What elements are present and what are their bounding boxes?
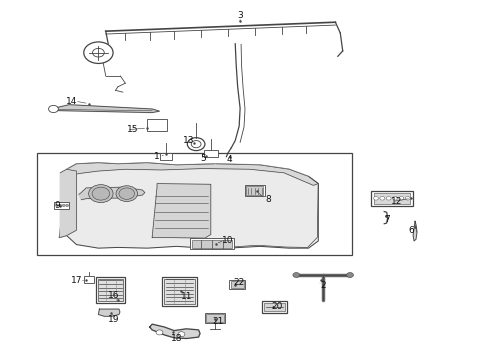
Text: 13: 13 [183,136,195,145]
Circle shape [55,204,58,207]
Bar [204,149,218,157]
Circle shape [92,187,110,200]
Circle shape [380,197,385,200]
Circle shape [49,105,58,113]
Bar [205,314,225,323]
Text: 1: 1 [154,152,160,161]
Circle shape [62,204,65,207]
Circle shape [89,185,113,203]
Text: 6: 6 [408,226,414,235]
Text: 20: 20 [271,302,282,311]
Text: 5: 5 [200,154,206,163]
Bar [37,153,352,255]
Text: 11: 11 [181,292,192,301]
Bar [96,277,125,303]
Bar [229,280,245,289]
Circle shape [346,273,353,278]
Text: 15: 15 [127,125,138,134]
Bar [84,276,94,283]
Circle shape [119,188,135,199]
Text: 17: 17 [71,276,82,285]
Bar [190,238,234,249]
Circle shape [116,186,138,202]
Polygon shape [150,324,200,338]
Polygon shape [59,163,319,249]
Polygon shape [67,163,318,185]
Polygon shape [152,184,211,238]
Circle shape [386,197,391,200]
Polygon shape [98,309,120,316]
Polygon shape [413,221,417,241]
Circle shape [66,204,69,207]
Polygon shape [60,169,76,237]
Text: 7: 7 [384,215,390,224]
Text: 16: 16 [108,291,120,300]
Circle shape [405,197,410,200]
Bar [54,202,69,210]
Circle shape [178,332,185,337]
Circle shape [59,204,62,207]
Circle shape [399,197,404,200]
Text: 9: 9 [54,201,60,210]
Polygon shape [215,164,309,178]
Bar [206,315,224,322]
Bar [262,301,287,313]
Circle shape [293,273,300,278]
Bar [245,185,265,196]
Text: 2: 2 [320,281,326,290]
Bar [371,191,413,206]
Bar [162,277,197,306]
Bar [264,303,285,311]
Bar [246,186,263,195]
Bar [98,279,123,301]
Circle shape [373,197,378,200]
Bar [147,119,167,131]
Text: 12: 12 [391,197,402,206]
Circle shape [392,197,397,200]
Bar [373,193,410,204]
Text: 18: 18 [171,334,182,343]
Text: 8: 8 [266,195,271,204]
Polygon shape [79,187,145,200]
Bar [192,240,232,248]
Circle shape [156,330,163,335]
Text: 19: 19 [108,315,120,324]
Text: 21: 21 [213,317,224,326]
Text: 22: 22 [234,278,245,287]
Text: 14: 14 [66,96,77,105]
Text: 4: 4 [226,155,232,164]
Text: 10: 10 [222,237,234,246]
Polygon shape [49,105,159,113]
Bar [231,282,244,288]
Bar [164,279,195,305]
Text: 3: 3 [237,10,243,19]
Bar [160,153,172,159]
